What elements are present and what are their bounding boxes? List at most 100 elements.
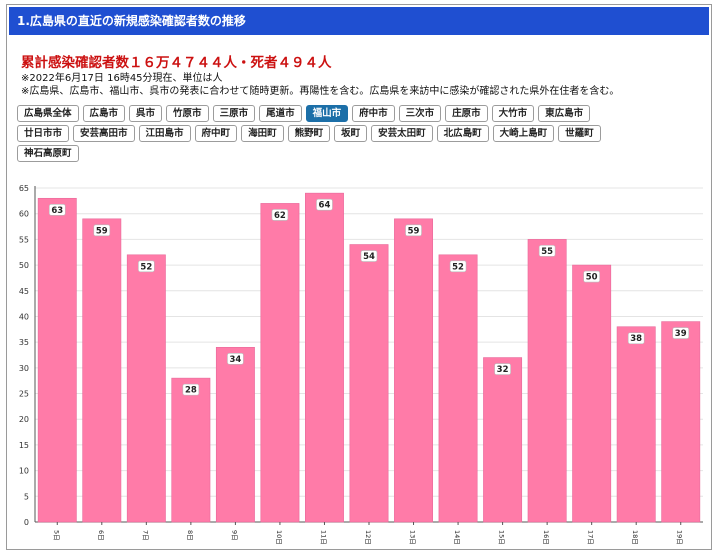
area-tab[interactable]: 東広島市	[538, 105, 591, 122]
chart-bar	[37, 197, 77, 523]
area-tab[interactable]: 大崎上島町	[492, 125, 555, 142]
data-label-box	[182, 383, 200, 396]
chart-bar	[171, 377, 211, 523]
data-label: 59	[96, 226, 108, 236]
y-tick-label: 50	[19, 261, 29, 270]
x-tick-label: 6日	[97, 530, 105, 541]
section-header: 1.広島県の直近の新規感染確認者数の推移	[9, 7, 709, 35]
data-label-box	[538, 245, 556, 257]
data-label-box	[627, 332, 645, 345]
data-source-note: ※広島県、広島市、福山市、呉市の発表に合わせて随時更新。再陽性を含む。広島県を来…	[21, 86, 620, 97]
y-tick-label: 5	[24, 492, 29, 501]
daily-cases-bar-chart: 0 5 10 15 20 25 30 35 40 45 50 55 60 65 63 5日 59 6日 52 7日 28…	[19, 184, 703, 545]
area-tab[interactable]: 福山市	[305, 105, 349, 122]
area-tab[interactable]: 府中市	[352, 105, 395, 122]
data-label: 32	[497, 365, 509, 375]
data-label: 39	[675, 329, 687, 339]
chart-bar	[483, 357, 523, 523]
area-tab[interactable]: 庄原市	[445, 105, 488, 122]
tab-row: 広島県全体 広島市 呉市 竹原市 三原市 尾道市 福山市 府中市 三次市 庄原市 大竹市 東広島市	[17, 105, 707, 122]
data-label: 38	[630, 334, 642, 344]
area-tab[interactable]: 北広島町	[436, 125, 489, 142]
area-tab[interactable]: 府中町	[194, 125, 238, 142]
data-label: 52	[140, 262, 152, 272]
data-label: 62	[274, 211, 286, 221]
area-tab[interactable]: 呉市	[129, 105, 163, 122]
data-label-box	[316, 198, 333, 211]
tab-row: 廿日市市 安芸高田市 江田島市 府中町 海田町 熊野町 坂町 安芸太田町 北広島町 大崎上島町 世羅…	[17, 125, 707, 142]
chart-bar	[126, 254, 166, 523]
data-label-box	[138, 260, 155, 273]
x-tick-label: 12日	[364, 530, 372, 545]
data-label-box	[672, 327, 690, 339]
x-tick-label: 7日	[141, 530, 149, 541]
y-tick-label: 30	[19, 364, 29, 373]
y-tick-label: 40	[19, 312, 29, 321]
data-label-box	[271, 209, 289, 221]
chart-bar	[616, 326, 656, 523]
area-tab[interactable]: 熊野町	[287, 125, 331, 142]
data-label-box	[449, 260, 467, 273]
x-tick-label: 17日	[587, 530, 595, 545]
y-tick-label: 65	[19, 184, 29, 193]
x-tick-label: 11日	[319, 530, 327, 545]
area-tab[interactable]: 広島県全体	[17, 105, 79, 122]
chart-bar	[349, 244, 389, 523]
data-label: 63	[51, 206, 63, 216]
y-tick-label: 55	[19, 235, 29, 244]
data-label: 50	[586, 273, 598, 283]
chart-bar	[82, 218, 122, 523]
data-label: 52	[452, 262, 464, 272]
area-tab[interactable]: 竹原市	[166, 105, 209, 122]
chart-bar	[661, 321, 701, 523]
x-tick-label: 13日	[409, 530, 417, 545]
data-label-box	[227, 352, 244, 365]
data-label: 59	[408, 226, 420, 236]
chart-bar	[572, 264, 612, 523]
data-label-box	[48, 203, 66, 216]
x-tick-label: 8日	[186, 530, 194, 541]
y-tick-label: 25	[19, 390, 29, 399]
area-tab[interactable]: 世羅町	[558, 125, 601, 142]
data-label: 34	[229, 355, 241, 365]
chart-bar	[394, 218, 433, 523]
y-tick-label: 15	[19, 441, 29, 450]
x-tick-label: 15日	[498, 530, 506, 545]
area-tab[interactable]: 廿日市市	[17, 125, 70, 142]
area-tab[interactable]: 安芸太田町	[371, 125, 433, 142]
data-label-box	[360, 250, 378, 262]
x-tick-label: 18日	[631, 530, 639, 545]
y-tick-label: 35	[19, 338, 29, 347]
area-tab[interactable]: 尾道市	[259, 105, 302, 122]
data-label: 28	[185, 386, 197, 396]
area-tab[interactable]: 海田町	[241, 125, 284, 142]
area-tab[interactable]: 坂町	[334, 125, 368, 142]
cumulative-summary-title: 累計感染確認者数１６万４７４４人・死者４９４人	[21, 55, 332, 71]
data-label: 64	[319, 201, 331, 211]
area-tab[interactable]: 江田島市	[138, 125, 191, 142]
data-label-box	[405, 224, 422, 237]
area-tab[interactable]: 三次市	[398, 105, 442, 122]
area-tab-bar: 広島県全体 広島市 呉市 竹原市 三原市 尾道市 福山市 府中市 三次市 庄原市 大竹市 東広島市 廿日…	[17, 105, 707, 165]
y-tick-label: 10	[19, 467, 29, 476]
area-tab[interactable]: 神石高原町	[17, 145, 79, 162]
area-tab[interactable]: 広島市	[82, 105, 126, 122]
x-tick-label: 5日	[52, 530, 60, 541]
x-tick-label: 10日	[275, 530, 283, 545]
area-tab[interactable]: 安芸高田市	[73, 125, 135, 142]
x-tick-label: 14日	[453, 530, 461, 545]
tab-row: 神石高原町	[17, 145, 707, 162]
chart-bar	[527, 239, 567, 523]
data-label: 54	[363, 252, 375, 262]
y-tick-label: 45	[19, 287, 29, 296]
area-tab[interactable]: 大竹市	[491, 105, 535, 122]
y-tick-label: 0	[24, 518, 29, 527]
y-tick-label: 20	[19, 415, 29, 424]
chart-bar	[260, 203, 300, 523]
area-tab[interactable]: 三原市	[212, 105, 256, 122]
data-label-box	[494, 363, 511, 375]
x-tick-label: 9日	[230, 530, 238, 541]
chart-bar	[215, 346, 255, 523]
data-label-box	[93, 224, 111, 237]
chart-bar	[305, 192, 344, 523]
